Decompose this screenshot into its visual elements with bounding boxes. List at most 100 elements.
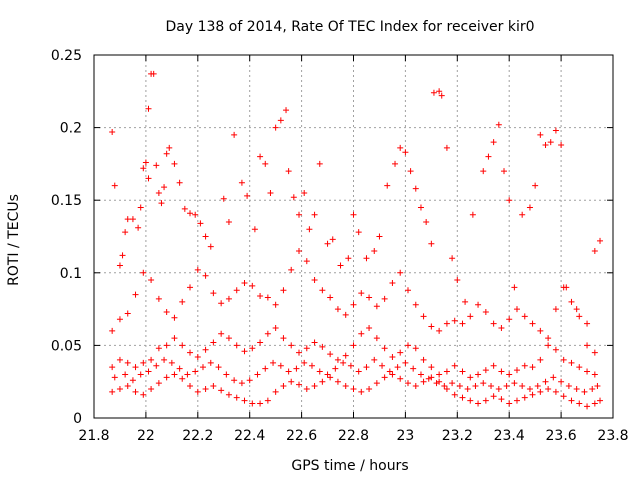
data-point	[417, 371, 424, 378]
data-point	[116, 356, 123, 363]
data-point	[301, 189, 308, 196]
data-point	[179, 298, 186, 305]
data-point	[207, 243, 214, 250]
data-point	[171, 160, 178, 167]
data-point	[332, 365, 339, 372]
data-point	[210, 339, 217, 346]
data-point	[192, 211, 199, 218]
data-point	[163, 309, 170, 316]
x-tick-label: 22	[137, 428, 155, 444]
data-point	[218, 300, 225, 307]
data-point	[135, 224, 142, 231]
data-point	[176, 365, 183, 372]
data-point	[124, 359, 131, 366]
data-point	[215, 364, 222, 371]
data-point	[181, 205, 188, 212]
data-point	[340, 359, 347, 366]
data-point	[371, 356, 378, 363]
data-point	[573, 385, 580, 392]
data-point	[443, 320, 450, 327]
data-point	[316, 160, 323, 167]
data-point	[498, 368, 505, 375]
data-point	[202, 346, 209, 353]
data-point	[306, 226, 313, 233]
data-point	[506, 371, 513, 378]
data-point	[568, 298, 575, 305]
data-point	[521, 394, 528, 401]
data-point	[526, 385, 533, 392]
y-tick-label: 0	[73, 411, 82, 427]
data-point	[381, 295, 388, 302]
data-point	[451, 391, 458, 398]
data-point	[148, 277, 155, 284]
data-point	[238, 179, 245, 186]
data-point	[597, 237, 604, 244]
data-point	[449, 380, 456, 387]
data-point	[161, 356, 168, 363]
data-point	[472, 383, 479, 390]
data-point	[218, 330, 225, 337]
data-point	[109, 327, 116, 334]
x-tick-label: 23.8	[597, 428, 628, 444]
data-point	[366, 324, 373, 331]
data-point	[109, 388, 116, 395]
data-point	[389, 279, 396, 286]
data-point	[350, 211, 357, 218]
data-point	[591, 349, 598, 356]
data-point	[270, 359, 277, 366]
data-point	[290, 194, 297, 201]
data-point	[366, 385, 373, 392]
data-point	[231, 377, 238, 384]
data-point	[501, 168, 508, 175]
data-point	[425, 375, 432, 382]
data-point	[350, 342, 357, 349]
data-point	[231, 131, 238, 138]
data-point	[529, 391, 536, 398]
data-point	[545, 342, 552, 349]
data-point	[308, 362, 315, 369]
data-point	[420, 356, 427, 363]
data-point	[537, 131, 544, 138]
data-point	[526, 204, 533, 211]
data-point	[334, 306, 341, 313]
data-point	[272, 124, 279, 131]
data-point	[363, 364, 370, 371]
data-point	[537, 388, 544, 395]
data-point	[438, 92, 445, 99]
data-point	[573, 306, 580, 313]
data-point	[225, 335, 232, 342]
data-point	[407, 168, 414, 175]
data-point	[594, 383, 601, 390]
data-point	[179, 375, 186, 382]
data-point	[576, 364, 583, 371]
data-point	[443, 385, 450, 392]
data-point	[272, 301, 279, 308]
data-point	[436, 327, 443, 334]
data-point	[171, 335, 178, 342]
data-point	[223, 371, 230, 378]
data-point	[296, 211, 303, 218]
data-point	[363, 255, 370, 262]
data-point	[565, 383, 572, 390]
data-point	[145, 175, 152, 182]
data-point	[347, 362, 354, 369]
data-point	[238, 380, 245, 387]
x-tick-label: 23	[396, 428, 414, 444]
data-point	[116, 385, 123, 392]
data-point	[451, 317, 458, 324]
data-point	[506, 400, 513, 407]
data-point	[482, 397, 489, 404]
data-point	[394, 364, 401, 371]
data-point	[397, 144, 404, 151]
data-point	[137, 371, 144, 378]
data-point	[381, 374, 388, 381]
data-point	[109, 128, 116, 135]
data-point	[264, 397, 271, 404]
data-point	[459, 320, 466, 327]
data-point	[428, 240, 435, 247]
x-axis-label: GPS time / hours	[291, 458, 408, 474]
data-point	[257, 293, 264, 300]
data-point	[376, 233, 383, 240]
data-point	[404, 380, 411, 387]
data-point	[319, 378, 326, 385]
